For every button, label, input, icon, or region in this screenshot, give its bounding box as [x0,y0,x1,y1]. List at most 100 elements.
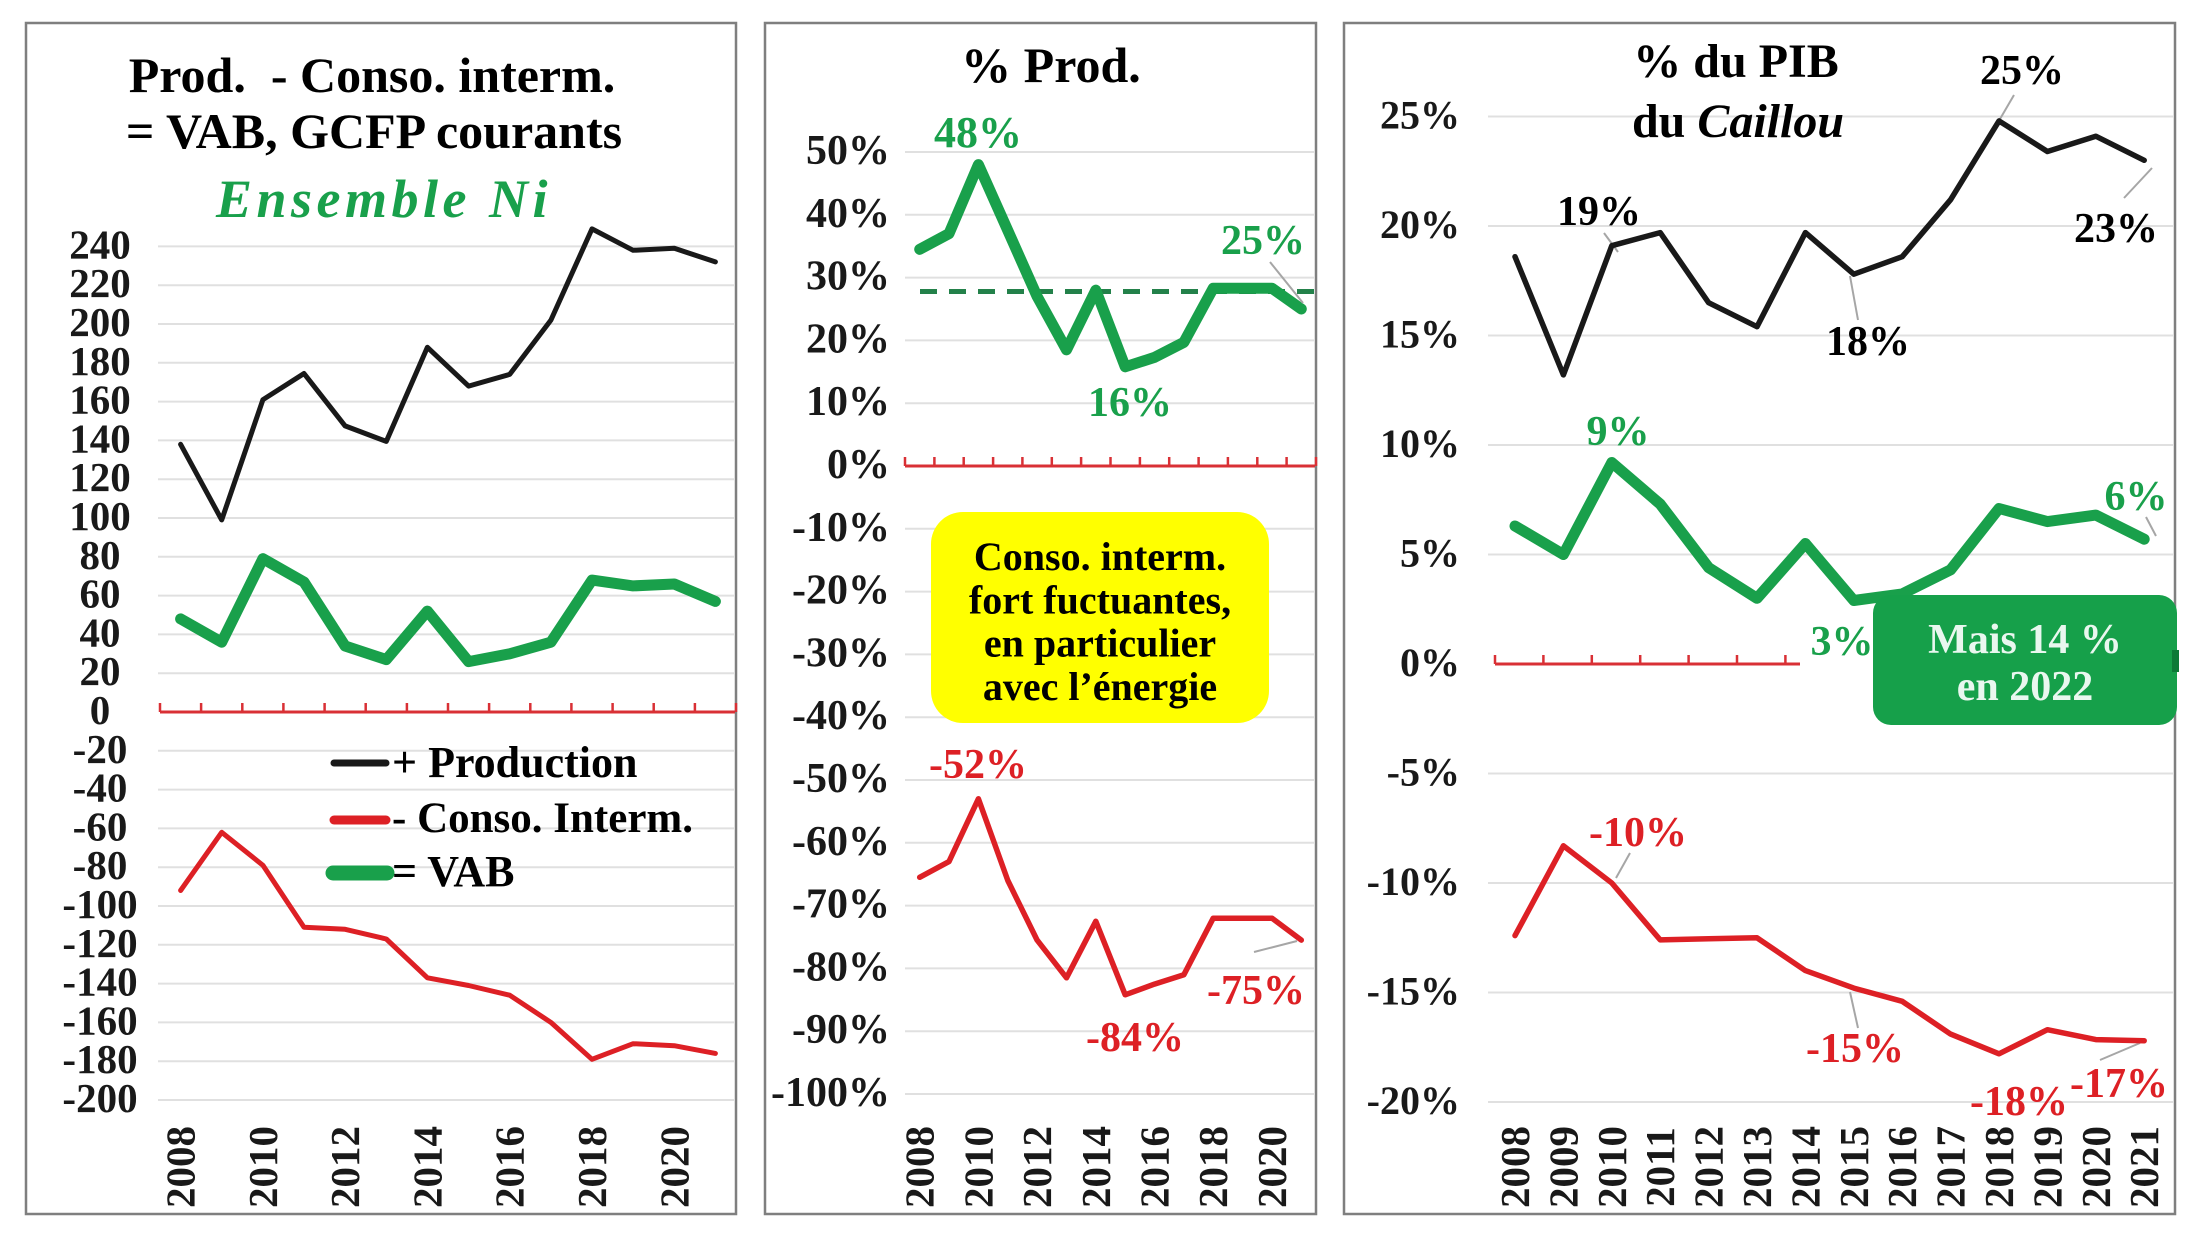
svg-text:140: 140 [69,415,131,461]
svg-text:-80%: -80% [792,944,890,990]
svg-text:160: 160 [69,377,131,423]
svg-text:2020: 2020 [1249,1126,1295,1208]
svg-text:25%: 25% [1380,93,1460,138]
svg-text:-20%: -20% [1367,1078,1460,1123]
svg-text:-140: -140 [62,959,137,1005]
svg-text:-50%: -50% [792,756,890,802]
svg-text:-80: -80 [73,842,128,888]
svg-text:10%: 10% [1380,421,1460,466]
svg-text:% du PIB: % du PIB [1633,35,1838,88]
svg-text:30%: 30% [806,254,890,300]
svg-text:80: 80 [80,532,121,578]
svg-text:2018: 2018 [569,1126,615,1208]
svg-text:-200: -200 [62,1075,137,1121]
svg-text:20%: 20% [806,316,890,362]
svg-text:50%: 50% [806,128,890,174]
svg-text:Mais 14 %: Mais 14 % [1928,617,2122,663]
svg-text:2008: 2008 [897,1126,943,1208]
svg-text:9%: 9% [1587,409,1650,455]
svg-text:2012: 2012 [1686,1126,1732,1208]
svg-text:-40: -40 [73,765,128,811]
svg-text:-20: -20 [73,726,128,772]
svg-text:-120: -120 [62,920,137,966]
svg-text:240: 240 [69,221,131,267]
svg-text:6%: 6% [2105,474,2168,520]
svg-text:2012: 2012 [1014,1126,1060,1208]
svg-text:25%: 25% [1221,218,1305,264]
svg-text:2020: 2020 [651,1126,697,1208]
svg-text:-30%: -30% [792,630,890,676]
svg-text:60: 60 [80,571,121,617]
svg-text:2011: 2011 [1637,1127,1683,1207]
svg-text:en 2022: en 2022 [1957,664,2094,710]
svg-text:avec l’énergie: avec l’énergie [983,664,1217,709]
svg-text:15%: 15% [1380,312,1460,357]
svg-text:du Caillou: du Caillou [1632,95,1844,148]
svg-text:16%: 16% [1088,380,1172,426]
svg-text:200: 200 [69,299,131,345]
svg-text:2008: 2008 [158,1126,204,1208]
svg-text:2018: 2018 [1976,1126,2022,1208]
svg-text:% Prod.: % Prod. [961,37,1141,93]
svg-text:-160: -160 [62,997,137,1043]
svg-text:-5%: -5% [1387,750,1460,795]
svg-text:220: 220 [69,260,131,306]
svg-text:100: 100 [69,493,131,539]
svg-text:+ Production: + Production [392,738,638,787]
svg-text:2014: 2014 [404,1126,450,1208]
svg-text:-60%: -60% [792,819,890,865]
svg-text:0%: 0% [827,442,890,488]
svg-text:-100: -100 [62,881,137,927]
svg-text:-10%: -10% [1589,810,1687,856]
svg-text:2020: 2020 [2073,1126,2119,1208]
svg-text:2016: 2016 [1879,1126,1925,1208]
svg-text:23%: 23% [2074,206,2158,252]
svg-text:fort fuctuantes,: fort fuctuantes, [969,577,1231,622]
svg-text:2009: 2009 [1540,1126,1586,1208]
svg-text:- Conso. Interm.: - Conso. Interm. [392,795,693,842]
svg-text:20%: 20% [1380,202,1460,247]
svg-text:= VAB, GCFP courants: = VAB, GCFP courants [126,103,622,159]
svg-text:-40%: -40% [792,693,890,739]
svg-text:-52%: -52% [929,742,1027,788]
svg-text:40%: 40% [806,191,890,237]
svg-text:120: 120 [69,454,131,500]
svg-text:25%: 25% [1980,48,2064,94]
svg-text:2019: 2019 [2024,1126,2070,1208]
svg-text:3%: 3% [1811,619,1874,665]
svg-text:-18%: -18% [1970,1079,2068,1125]
svg-text:Ensemble Ni: Ensemble Ni [215,169,552,229]
svg-text:2016: 2016 [487,1126,533,1208]
svg-text:48%: 48% [934,108,1022,157]
svg-text:-20%: -20% [792,568,890,614]
svg-text:40: 40 [80,609,121,655]
svg-text:-15%: -15% [1367,969,1460,1014]
svg-text:-10%: -10% [1367,859,1460,904]
svg-text:2010: 2010 [955,1126,1001,1208]
svg-text:2016: 2016 [1132,1126,1178,1208]
svg-text:Conso. interm.: Conso. interm. [974,534,1226,579]
svg-text:2017: 2017 [1928,1126,1974,1208]
svg-text:0%: 0% [1400,640,1460,685]
svg-text:20: 20 [80,648,121,694]
svg-text:0: 0 [90,687,111,733]
svg-text:-75%: -75% [1207,968,1305,1014]
svg-text:2021: 2021 [2121,1126,2167,1208]
svg-text:2018: 2018 [1190,1126,1236,1208]
svg-text:-70%: -70% [792,882,890,928]
svg-text:2014: 2014 [1073,1126,1119,1208]
svg-text:18%: 18% [1826,319,1910,365]
svg-text:-180: -180 [62,1036,137,1082]
svg-text:19%: 19% [1557,189,1641,235]
svg-text:-90%: -90% [792,1007,890,1053]
svg-text:-17%: -17% [2070,1061,2168,1107]
svg-text:2015: 2015 [1831,1126,1877,1208]
svg-text:-10%: -10% [792,505,890,551]
svg-text:= VAB: = VAB [392,847,515,896]
svg-text:Prod. - Conso. interm.: Prod. - Conso. interm. [129,47,616,103]
svg-text:2010: 2010 [1589,1126,1635,1208]
svg-text:2013: 2013 [1734,1126,1780,1208]
svg-text:2008: 2008 [1492,1126,1538,1208]
svg-text:2010: 2010 [240,1126,286,1208]
svg-text:-100%: -100% [771,1070,890,1116]
